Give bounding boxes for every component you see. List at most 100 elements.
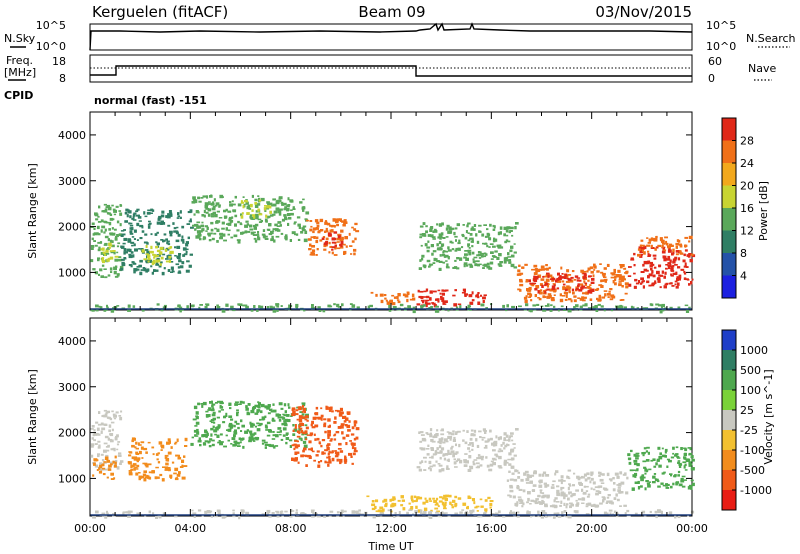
power-panel-ytick-2: 3000 — [58, 175, 86, 188]
velocity-scatter-regions — [89, 318, 695, 520]
velocity-panel-colorbar-swatch-3 — [722, 390, 736, 411]
power-panel-colorbar-swatch-3 — [722, 185, 736, 209]
power-panel-region-2 — [120, 208, 194, 276]
cpid-mode: normal (fast) -151 — [94, 94, 207, 107]
velocity-panel-colorbar-tick-4: -25 — [740, 424, 758, 437]
date-title: 03/Nov/2015 — [595, 3, 692, 21]
power-panel-colorbar-swatch-6 — [722, 253, 736, 276]
velocity-panel-ytick-2: 3000 — [58, 381, 86, 394]
velocity-panel-colorbar-tick-5: -100 — [740, 444, 765, 457]
power-panel-colorbar-swatch-0 — [722, 118, 736, 141]
velocity-panel-colorbar-tick-6: -500 — [740, 464, 765, 477]
noise-tick-high: 10^5 — [36, 19, 66, 32]
time-tick-0: 00:00 — [74, 522, 106, 535]
power-panel-region-13 — [627, 245, 696, 289]
freq-panel: 18 8 60 0 Freq. [MHz] Nave CPID normal (… — [4, 54, 776, 107]
noise-right-tick-high: 10^5 — [706, 19, 736, 32]
power-panel-region-14 — [637, 235, 694, 257]
velocity-panel-region-4 — [291, 405, 360, 468]
power-panel-region-9 — [416, 288, 487, 308]
power-panel-region-1 — [100, 242, 119, 264]
noise-right-tick-low: 10^0 — [706, 40, 736, 53]
power-panel-colorbar-tick-3: 16 — [740, 202, 754, 215]
velocity-panel-colorbar-swatch-1 — [722, 350, 736, 371]
velocity-panel-colorbar-swatch-6 — [722, 450, 736, 471]
power-panel-region-0 — [90, 203, 124, 279]
velocity-panel-colorbar-tick-1: 500 — [740, 364, 761, 377]
velocity-panel-colorbar-swatch-7 — [722, 470, 736, 491]
velocity-colorbar: 1000 500 100 25 -25 -100 -500 -1000 — [721, 329, 772, 511]
power-panel-colorbar-tick-1: 8 — [740, 247, 747, 260]
time-tick-2: 08:00 — [275, 522, 307, 535]
power-colorbar-label: Power [dB] — [757, 181, 770, 241]
power-yticks: 1000 2000 3000 4000 — [58, 129, 692, 279]
freq-trace — [90, 65, 692, 77]
power-panel: 1000 2000 3000 4000 Slant Range [km] 4 8 12 16… — [26, 111, 770, 314]
power-panel-region-8 — [370, 291, 416, 306]
nave-label: Nave — [748, 62, 776, 75]
power-panel-region-10 — [418, 222, 519, 271]
power-scatter-regions — [89, 112, 696, 314]
velocity-panel-region-3 — [190, 400, 309, 449]
power-panel-colorbar-swatch-7 — [722, 275, 736, 299]
power-panel-ytick-3: 4000 — [58, 129, 86, 142]
velocity-colorbar-label: Velocity [m s^-1] — [762, 369, 775, 464]
freq-tick-low: 8 — [59, 72, 66, 85]
velocity-panel-colorbar-tick-2: 100 — [740, 384, 761, 397]
velocity-panel-region-9 — [92, 509, 695, 520]
velocity-panel-ytick-1: 2000 — [58, 427, 86, 440]
velocity-panel-region-5 — [366, 494, 494, 513]
velocity-panel-colorbar-swatch-0 — [722, 330, 736, 351]
power-colorbar: 4 8 12 16 20 24 28 — [721, 117, 754, 299]
power-panel-colorbar-swatch-2 — [722, 163, 736, 186]
power-panel-colorbar-swatch-1 — [722, 140, 736, 164]
velocity-panel-region-6 — [416, 428, 519, 473]
power-panel-ytick-0: 1000 — [58, 266, 86, 279]
velocity-panel-colorbar-swatch-5 — [722, 430, 736, 451]
velocity-panel: 1000 2000 3000 4000 00:00 04:00 08:00 12:00 16:… — [26, 317, 775, 553]
noise-search-label: N.Search — [746, 32, 796, 45]
time-tick-3: 12:00 — [375, 522, 407, 535]
power-panel-region-5 — [240, 199, 272, 219]
velocity-xticks: 00:00 04:00 08:00 12:00 16:00 20:00 00:00 — [74, 522, 708, 535]
velocity-panel-colorbar-swatch-8 — [722, 490, 736, 511]
beam-title: Beam 09 — [358, 3, 425, 21]
nave-tick-high: 60 — [708, 55, 722, 68]
power-panel-region-7 — [321, 231, 344, 251]
velocity-panel-colorbar-tick-0: 1000 — [740, 344, 768, 357]
velocity-panel-colorbar-swatch-4 — [722, 410, 736, 431]
power-panel-region-12 — [528, 272, 595, 294]
velocity-panel-region-8 — [627, 446, 695, 491]
power-ylabel: Slant Range [km] — [26, 163, 39, 259]
noise-sky-label: N.Sky — [4, 32, 36, 45]
velocity-panel-region-7 — [506, 469, 629, 509]
power-panel-colorbar-tick-4: 20 — [740, 180, 754, 193]
power-panel-region-4 — [191, 194, 310, 244]
velocity-panel-colorbar-swatch-2 — [722, 370, 736, 391]
freq-label-line1: Freq. — [6, 54, 33, 67]
time-tick-1: 04:00 — [174, 522, 206, 535]
noise-tick-low: 10^0 — [36, 40, 66, 53]
power-panel-ytick-1: 2000 — [58, 221, 86, 234]
power-panel-region-3 — [141, 245, 174, 266]
velocity-panel-ytick-3: 4000 — [58, 335, 86, 348]
nave-tick-low: 0 — [708, 72, 715, 85]
velocity-panel-colorbar-tick-7: -1000 — [740, 484, 772, 497]
power-panel-region-11 — [516, 263, 629, 304]
station-title: Kerguelen (fitACF) — [92, 3, 228, 21]
velocity-ylabel: Slant Range [km] — [26, 369, 39, 465]
time-axis-label: Time UT — [367, 540, 413, 553]
velocity-panel-region-2 — [127, 437, 188, 482]
power-panel-colorbar-tick-0: 4 — [740, 270, 747, 283]
cpid-label: CPID — [4, 89, 33, 102]
time-tick-4: 16:00 — [475, 522, 507, 535]
time-tick-6: 00:00 — [676, 522, 708, 535]
velocity-panel-ytick-0: 1000 — [58, 472, 86, 485]
power-panel-colorbar-swatch-5 — [722, 230, 736, 254]
power-panel-colorbar-tick-5: 24 — [740, 157, 754, 170]
freq-label-line2: [MHz] — [4, 66, 36, 79]
velocity-yticks: 1000 2000 3000 4000 — [58, 335, 692, 485]
power-panel-colorbar-tick-6: 28 — [740, 135, 754, 148]
power-panel-colorbar-tick-2: 12 — [740, 225, 754, 238]
